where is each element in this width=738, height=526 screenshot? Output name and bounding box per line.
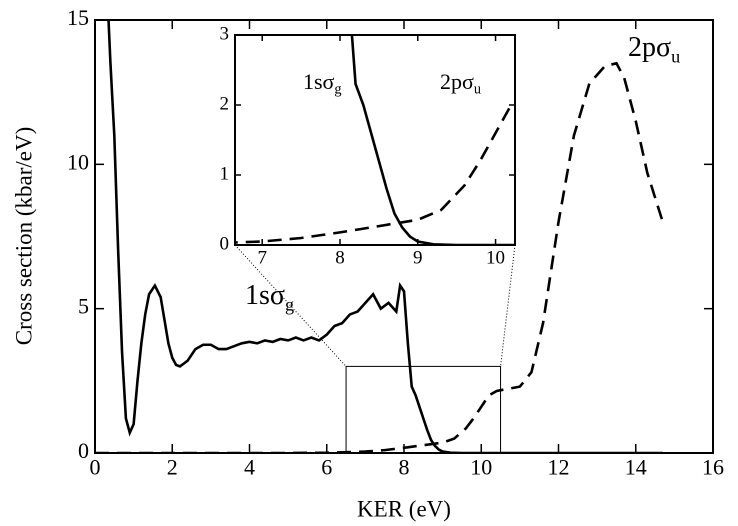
inset-series-label: 1sσg — [303, 69, 342, 98]
y-tick-label: 15 — [67, 5, 89, 30]
zoom-connector — [234, 244, 347, 367]
series-line — [235, 100, 515, 244]
label-subscript: u — [671, 47, 680, 67]
label-text: 1sσ — [245, 280, 285, 311]
y-tick-label: 5 — [78, 294, 89, 319]
y-tick-label: 2 — [220, 93, 230, 114]
main-plot — [95, 20, 665, 453]
label-subscript: g — [334, 82, 341, 98]
x-tick-label: 16 — [702, 455, 724, 480]
x-tick-label: 12 — [548, 455, 570, 480]
x-tick-label: 2 — [167, 455, 178, 480]
y-tick-label: 0 — [78, 438, 89, 463]
y-axis-label: Cross section (kbar/eV) — [11, 127, 36, 345]
x-tick-label: 9 — [413, 248, 423, 269]
label-subscript: u — [474, 82, 481, 98]
x-tick-label: 8 — [399, 455, 410, 480]
y-tick-label: 0 — [220, 233, 230, 254]
x-tick-label: 7 — [257, 248, 267, 269]
y-tick-label: 1 — [220, 163, 230, 184]
label-subscript: g — [285, 295, 294, 315]
label-text: 2pσ — [628, 32, 671, 63]
series-label: 2pσu — [628, 32, 680, 66]
x-tick-label: 4 — [244, 455, 255, 480]
x-tick-label: 0 — [90, 455, 101, 480]
plot-frame — [234, 34, 516, 246]
x-tick-label: 6 — [321, 455, 332, 480]
x-tick-label: 8 — [335, 248, 345, 269]
series-label: 1sσg — [245, 280, 294, 314]
x-tick-label: 10 — [470, 455, 492, 480]
label-text: 2pσ — [440, 69, 474, 94]
series-line — [107, 20, 663, 453]
series-line — [350, 35, 515, 245]
y-tick-label: 3 — [220, 23, 230, 44]
series-line — [95, 61, 665, 453]
inset-series-label: 2pσu — [440, 69, 481, 98]
inset-plot — [235, 35, 515, 245]
x-axis-label: KER (eV) — [357, 496, 451, 521]
inset-background — [235, 35, 515, 245]
zoom-box — [345, 365, 502, 454]
y-tick-label: 10 — [67, 149, 89, 174]
x-tick-label: 10 — [486, 248, 505, 269]
label-text: 1sσ — [303, 69, 335, 94]
x-tick-label: 14 — [625, 455, 647, 480]
